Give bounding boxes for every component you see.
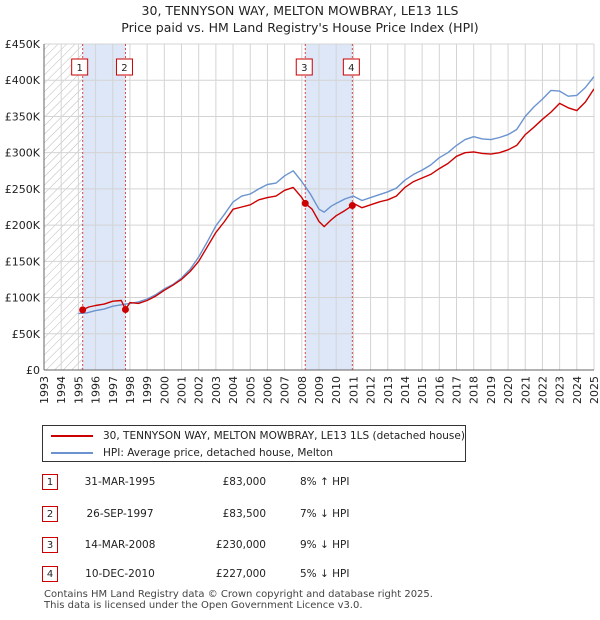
sale-badge: 1 xyxy=(42,474,58,490)
y-tick-label: £100K xyxy=(5,292,41,305)
sale-point xyxy=(301,199,309,207)
x-tick-label: 2021 xyxy=(519,376,532,404)
shaded-region xyxy=(305,44,353,370)
x-tick-label: 2007 xyxy=(279,376,292,404)
x-tick-label: 2002 xyxy=(193,376,206,404)
x-tick-label: 2013 xyxy=(382,376,395,404)
x-tick-label: 2006 xyxy=(261,376,274,404)
x-tick-label: 2018 xyxy=(468,376,481,404)
hpi-series-line xyxy=(78,76,594,315)
x-tick-label: 2008 xyxy=(296,376,309,404)
sale-row: 2 26-SEP-1997 £83,500 7% ↓ HPI xyxy=(40,506,440,524)
y-tick-label: £200K xyxy=(5,219,41,232)
sale-badge: 2 xyxy=(42,506,58,522)
x-tick-label: 1993 xyxy=(38,376,51,404)
chart-legend: 30, TENNYSON WAY, MELTON MOWBRAY, LE13 1… xyxy=(42,425,466,462)
legend-item-property: 30, TENNYSON WAY, MELTON MOWBRAY, LE13 1… xyxy=(51,428,465,444)
sale-badge: 4 xyxy=(42,566,58,582)
sale-hpi-change: 8% ↑ HPI xyxy=(300,476,350,488)
x-tick-label: 1996 xyxy=(90,376,103,404)
sale-date: 10-DEC-2010 xyxy=(85,568,155,580)
x-tick-label: 2023 xyxy=(554,376,567,404)
sale-hpi-change: 7% ↓ HPI xyxy=(300,508,350,520)
x-tick-label: 2015 xyxy=(416,376,429,404)
x-tick-label: 2010 xyxy=(330,376,343,404)
x-tick-label: 2012 xyxy=(365,376,378,404)
legend-item-hpi: HPI: Average price, detached house, Melt… xyxy=(51,445,333,461)
x-tick-label: 2024 xyxy=(571,376,584,404)
sale-label: 4 xyxy=(348,63,354,74)
footer-line1: Contains HM Land Registry data © Crown c… xyxy=(44,589,433,600)
x-tick-label: 2017 xyxy=(451,376,464,404)
sale-price: £227,000 xyxy=(215,568,266,580)
sale-price: £230,000 xyxy=(215,539,266,551)
sale-label: 2 xyxy=(121,63,127,74)
y-tick-label: £300K xyxy=(5,147,41,160)
x-tick-label: 2004 xyxy=(227,376,240,404)
legend-label-property: 30, TENNYSON WAY, MELTON MOWBRAY, LE13 1… xyxy=(103,430,465,442)
sale-label: 3 xyxy=(301,63,307,74)
sale-price: £83,500 xyxy=(222,508,266,520)
sale-date: 31-MAR-1995 xyxy=(84,476,156,488)
x-tick-label: 2011 xyxy=(347,376,360,404)
x-tick-label: 2001 xyxy=(176,376,189,404)
sale-point xyxy=(348,202,356,210)
sale-price: £83,000 xyxy=(222,476,266,488)
y-tick-label: £150K xyxy=(5,255,41,268)
sale-date: 26-SEP-1997 xyxy=(86,508,154,520)
sale-hpi-change: 5% ↓ HPI xyxy=(300,568,350,580)
x-tick-label: 1997 xyxy=(107,376,120,404)
sale-point xyxy=(79,306,87,314)
hatched-region xyxy=(44,44,83,370)
y-tick-label: £0 xyxy=(26,364,40,377)
y-tick-label: £350K xyxy=(5,110,41,123)
price-chart: 1 2 3 4 £0 £50K £100K £150K £200K £250K £300K £350… xyxy=(5,38,600,404)
chart-title-line1: 30, TENNYSON WAY, MELTON MOWBRAY, LE13 1… xyxy=(141,3,459,18)
x-tick-label: 2022 xyxy=(536,376,549,404)
x-tick-label: 2020 xyxy=(502,376,515,404)
sale-row: 4 10-DEC-2010 £227,000 5% ↓ HPI xyxy=(40,566,440,584)
legend-swatch-hpi xyxy=(51,452,93,454)
legend-label-hpi: HPI: Average price, detached house, Melt… xyxy=(103,447,334,459)
y-tick-label: £250K xyxy=(5,183,41,196)
x-tick-label: 1994 xyxy=(55,376,68,404)
x-tick-label: 2000 xyxy=(158,376,171,404)
x-tick-label: 2016 xyxy=(433,376,446,404)
x-tick-label: 2025 xyxy=(588,376,600,404)
sale-label-box xyxy=(71,58,89,76)
legend-swatch-property xyxy=(51,435,93,437)
y-tick-label: £400K xyxy=(5,74,41,87)
footer-line2: This data is licensed under the Open Gov… xyxy=(44,600,363,611)
x-tick-label: 2019 xyxy=(485,376,498,404)
chart-title-line2: Price paid vs. HM Land Registry's House … xyxy=(121,20,479,35)
chart-title: 30, TENNYSON WAY, MELTON MOWBRAY, LE13 1… xyxy=(0,2,600,36)
x-tick-label: 2003 xyxy=(210,376,223,404)
footer-attribution: Contains HM Land Registry data © Crown c… xyxy=(44,589,433,611)
y-tick-label: £450K xyxy=(5,38,41,51)
y-tick-label: £50K xyxy=(12,328,41,341)
x-tick-label: 1995 xyxy=(72,376,85,404)
sale-label-box xyxy=(115,58,133,76)
sale-label: 1 xyxy=(76,63,82,74)
sale-badge: 3 xyxy=(42,537,58,553)
x-tick-label: 2009 xyxy=(313,376,326,404)
x-tick-label: 1999 xyxy=(141,376,154,404)
x-tick-label: 2005 xyxy=(244,376,257,404)
shaded-region xyxy=(82,44,126,370)
sale-date: 14-MAR-2008 xyxy=(84,539,156,551)
sale-row: 3 14-MAR-2008 £230,000 9% ↓ HPI xyxy=(40,537,440,555)
x-tick-label: 1998 xyxy=(124,376,137,404)
property-series-line xyxy=(82,88,594,311)
sale-label-box xyxy=(295,58,313,76)
x-tick-label: 2014 xyxy=(399,376,412,404)
sale-hpi-change: 9% ↓ HPI xyxy=(300,539,350,551)
sale-row: 1 31-MAR-1995 £83,000 8% ↑ HPI xyxy=(40,474,440,492)
sale-point xyxy=(121,306,129,314)
sale-label-box xyxy=(342,58,360,76)
